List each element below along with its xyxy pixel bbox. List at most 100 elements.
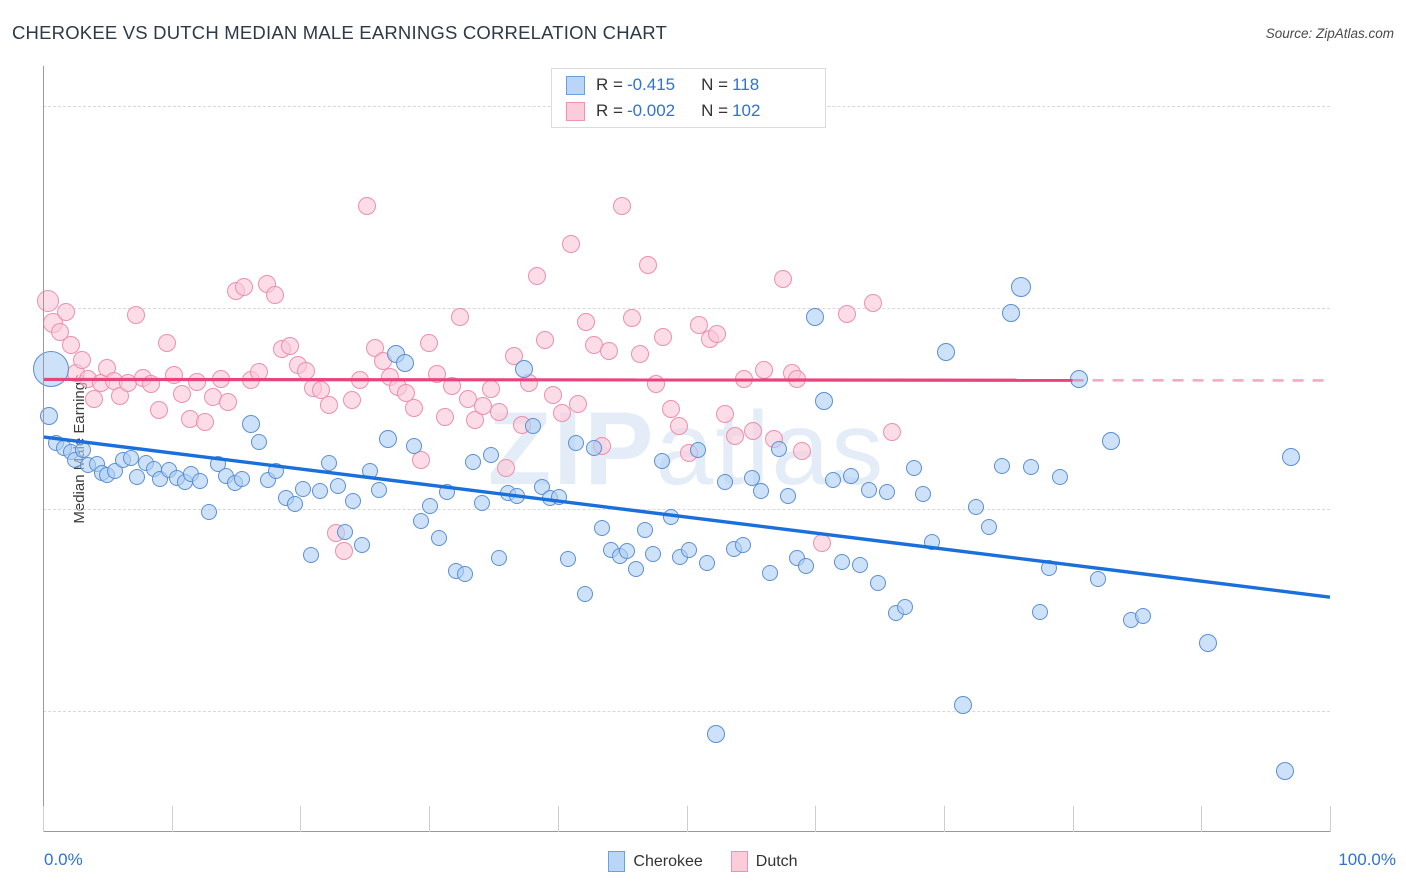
x-axis-tick bbox=[1330, 806, 1331, 832]
data-point-dutch bbox=[600, 342, 619, 361]
data-point-cherokee bbox=[560, 550, 577, 567]
series-label-cherokee: Cherokee bbox=[633, 852, 703, 870]
legend-n-label-cherokee: N = bbox=[701, 75, 729, 94]
data-point-cherokee bbox=[780, 488, 797, 505]
data-point-cherokee bbox=[954, 696, 973, 714]
data-point-cherokee bbox=[431, 529, 448, 546]
data-point-cherokee bbox=[861, 482, 878, 499]
data-point-cherokee bbox=[192, 473, 208, 490]
data-point-dutch bbox=[552, 403, 571, 422]
data-point-dutch bbox=[864, 293, 883, 312]
data-point-cherokee bbox=[753, 483, 770, 500]
data-point-cherokee bbox=[1070, 370, 1089, 389]
data-point-cherokee bbox=[294, 481, 311, 498]
data-point-dutch bbox=[435, 407, 454, 426]
data-point-dutch bbox=[716, 404, 735, 423]
data-point-cherokee bbox=[762, 564, 779, 581]
legend-swatch-dutch bbox=[566, 101, 585, 121]
data-point-dutch bbox=[543, 385, 562, 404]
data-point-dutch bbox=[188, 373, 207, 392]
data-point-cherokee bbox=[551, 489, 568, 506]
data-point-dutch bbox=[569, 394, 588, 413]
data-point-cherokee bbox=[798, 557, 815, 574]
legend-n-label-dutch: N = bbox=[701, 101, 729, 120]
data-point-dutch bbox=[690, 316, 709, 335]
data-point-dutch bbox=[726, 426, 745, 445]
series-legend-item-dutch[interactable]: Dutch bbox=[730, 851, 798, 872]
data-point-dutch bbox=[335, 541, 354, 560]
data-point-cherokee bbox=[378, 429, 397, 448]
legend-n-value-cherokee: 118 bbox=[732, 75, 760, 94]
data-point-cherokee bbox=[915, 486, 932, 503]
y-axis-tick-label: $40,000 bbox=[1342, 522, 1406, 540]
data-point-cherokee bbox=[242, 414, 261, 433]
series-legend-item-cherokee[interactable]: Cherokee bbox=[608, 851, 703, 872]
data-point-dutch bbox=[319, 395, 338, 414]
data-point-dutch bbox=[126, 305, 145, 324]
x-axis-tick bbox=[1201, 806, 1203, 832]
x-axis-tick bbox=[1072, 806, 1074, 832]
data-point-cherokee bbox=[771, 441, 788, 457]
data-point-cherokee bbox=[473, 495, 490, 512]
data-point-cherokee bbox=[464, 454, 481, 471]
data-point-cherokee bbox=[906, 460, 923, 477]
data-point-cherokee bbox=[1051, 469, 1068, 486]
data-point-dutch bbox=[196, 412, 215, 431]
y-axis-tick-label: $80,000 bbox=[1342, 119, 1406, 137]
data-point-dutch bbox=[708, 325, 727, 344]
data-point-cherokee bbox=[879, 484, 896, 501]
data-point-dutch bbox=[450, 307, 469, 326]
data-point-cherokee bbox=[337, 523, 354, 540]
data-point-cherokee bbox=[1001, 303, 1020, 322]
data-point-dutch bbox=[883, 422, 902, 441]
data-point-dutch bbox=[528, 266, 547, 285]
data-point-cherokee bbox=[690, 442, 707, 458]
data-point-cherokee bbox=[815, 391, 834, 410]
data-point-cherokee bbox=[1282, 448, 1301, 467]
x-axis-tick bbox=[815, 806, 817, 832]
data-point-cherokee bbox=[843, 468, 860, 485]
data-point-cherokee bbox=[619, 542, 636, 559]
data-point-dutch bbox=[662, 399, 681, 418]
data-point-cherokee bbox=[567, 434, 584, 451]
data-point-cherokee bbox=[980, 518, 997, 535]
legend-swatch-cherokee bbox=[566, 75, 585, 95]
data-point-cherokee bbox=[515, 360, 534, 379]
data-point-dutch bbox=[165, 366, 184, 385]
data-point-cherokee bbox=[457, 565, 474, 582]
data-point-dutch bbox=[489, 402, 508, 421]
data-point-dutch bbox=[623, 308, 642, 327]
data-point-cherokee bbox=[735, 536, 752, 553]
data-point-cherokee bbox=[439, 484, 456, 501]
data-point-dutch bbox=[62, 336, 81, 355]
gridline-y bbox=[43, 307, 1330, 309]
data-point-cherokee bbox=[302, 546, 319, 563]
data-point-dutch bbox=[754, 361, 773, 380]
data-point-cherokee bbox=[663, 508, 680, 525]
x-axis-tick bbox=[686, 806, 688, 832]
data-point-cherokee bbox=[508, 488, 525, 505]
data-point-dutch bbox=[669, 416, 688, 435]
data-point-cherokee bbox=[128, 469, 145, 486]
data-point-dutch bbox=[812, 533, 831, 552]
data-point-cherokee bbox=[806, 307, 825, 326]
data-point-cherokee bbox=[354, 536, 371, 553]
legend-n-value-dutch: 102 bbox=[732, 101, 761, 120]
data-point-dutch bbox=[157, 334, 176, 353]
data-point-dutch bbox=[281, 337, 300, 356]
data-point-dutch bbox=[481, 379, 500, 398]
data-point-dutch bbox=[646, 375, 665, 394]
y-axis-tick-label: $20,000 bbox=[1342, 724, 1406, 742]
data-point-dutch bbox=[358, 197, 377, 216]
data-point-cherokee bbox=[251, 433, 268, 450]
data-point-dutch bbox=[497, 459, 516, 478]
data-point-dutch bbox=[142, 375, 161, 394]
data-point-cherokee bbox=[370, 482, 387, 499]
data-point-cherokee bbox=[1011, 276, 1032, 297]
y-axis-line bbox=[43, 66, 44, 832]
data-point-cherokee bbox=[628, 560, 645, 577]
series-legend: Cherokee Dutch bbox=[0, 851, 1406, 872]
x-axis-tick bbox=[557, 806, 559, 832]
data-point-dutch bbox=[535, 331, 554, 350]
data-point-cherokee bbox=[924, 533, 941, 550]
